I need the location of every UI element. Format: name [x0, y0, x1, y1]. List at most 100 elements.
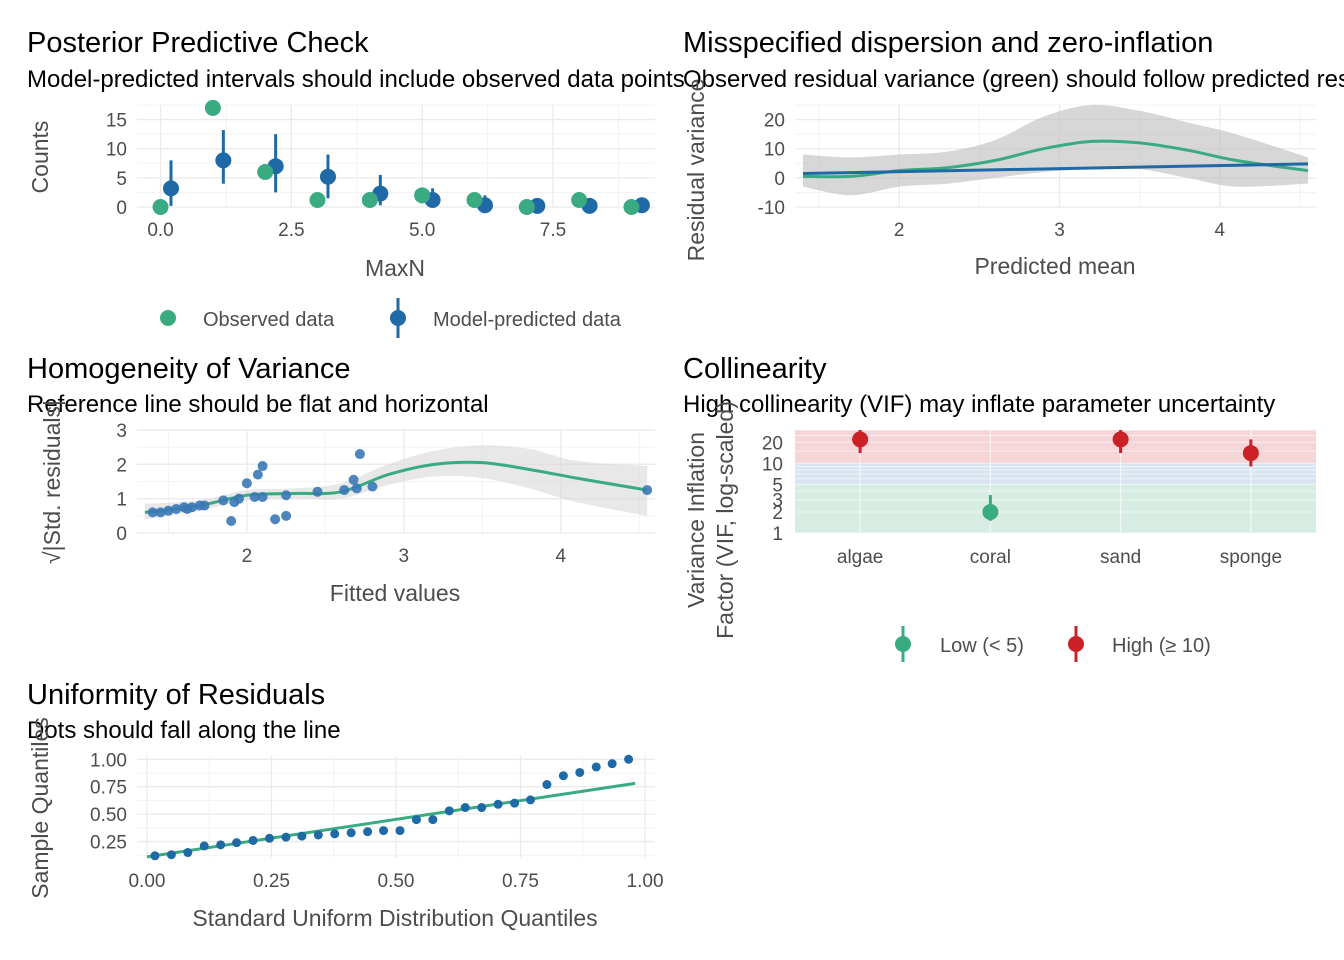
ppc-observed-point	[623, 199, 640, 215]
disp-title: Misspecified dispersion and zero-inflati…	[683, 27, 1213, 59]
disp-y-tick-label: 0	[774, 169, 785, 190]
qq-point	[346, 828, 356, 838]
ppc-y-tick-label: 0	[116, 198, 127, 219]
qq-point	[199, 841, 209, 851]
legend-key-predicted	[390, 310, 406, 326]
legend-label-high: High (≥ 10)	[1112, 635, 1211, 657]
qq-x-tick-label: 0.25	[253, 871, 290, 892]
qq-point	[264, 833, 274, 843]
ppc-observed-point	[466, 192, 483, 209]
homog-point	[155, 507, 166, 518]
vif-y-label-line2: Factor (VIF, log-scaled)	[712, 401, 738, 639]
qq-x-tick-label: 0.00	[128, 871, 165, 892]
qq-point	[216, 840, 226, 850]
legend-label-observed: Observed data	[203, 309, 335, 331]
homog-point	[226, 515, 237, 526]
vif-point	[982, 504, 999, 521]
vif-x-tick-label: sand	[1100, 547, 1141, 568]
qq-y-tick-label: 0.75	[90, 778, 127, 799]
homog-point	[199, 500, 210, 511]
vif-y-label-line1: Variance Inflation	[683, 432, 709, 608]
qq-point	[607, 759, 617, 769]
vif-x-tick-label: coral	[970, 547, 1011, 568]
qq-point	[379, 826, 389, 836]
qq-point	[493, 799, 503, 809]
vif-x-tick-label: algae	[837, 547, 884, 568]
vif-legend: Low (< 5) High (≥ 10)	[895, 626, 1211, 662]
qq-point	[363, 827, 373, 837]
homog-point	[312, 486, 323, 497]
legend-label-low: Low (< 5)	[940, 635, 1024, 657]
vif-y-tick-label: 3	[772, 491, 783, 512]
homog-point	[147, 507, 158, 518]
disp-confidence-band	[803, 104, 1308, 196]
ppc-x-tick-label: 5.0	[409, 220, 435, 241]
ppc-observed-point	[414, 187, 431, 204]
qq-x-label: Standard Uniform Distribution Quantiles	[192, 905, 597, 931]
qq-point	[150, 851, 160, 861]
ppc-title: Posterior Predictive Check	[27, 27, 369, 59]
homog-plot: 2 3 4 0 1 2 3	[116, 421, 655, 567]
ppc-predicted-point	[319, 168, 336, 185]
ppc-x-tick-label: 7.5	[540, 220, 566, 241]
homog-x-tick-label: 2	[242, 546, 253, 567]
homog-x-label: Fitted values	[330, 580, 460, 606]
qq-point	[525, 795, 535, 805]
homog-point	[257, 491, 268, 502]
disp-x-label: Predicted mean	[974, 253, 1135, 279]
homog-point	[241, 478, 252, 489]
vif-subtitle: High collinearity (VIF) may inflate para…	[683, 391, 1275, 418]
qq-subtitle: Dots should fall along the line	[27, 717, 341, 744]
ppc-y-label: Counts	[27, 121, 53, 194]
legend-key-observed	[160, 310, 176, 326]
homog-point	[270, 514, 281, 525]
vif-y-label: Variance Inflation Factor (VIF, log-scale…	[683, 401, 738, 639]
disp-subtitle: Observed residual variance (green) shoul…	[683, 66, 1344, 93]
homog-point	[163, 505, 174, 516]
ppc-observed-point	[518, 199, 535, 215]
qq-point	[297, 831, 307, 841]
qq-point	[395, 826, 405, 836]
vif-x-tick-label: sponge	[1220, 547, 1282, 568]
qq-y-tick-label: 1.00	[90, 750, 127, 771]
ppc-observed-point	[361, 192, 378, 209]
vif-point	[1112, 431, 1129, 448]
vif-band-low	[795, 484, 1316, 533]
ppc-observed-point	[257, 164, 274, 181]
ppc-predicted-point	[163, 180, 180, 197]
ppc-x-tick-label: 0.0	[147, 220, 173, 241]
qq-x-tick-label: 0.75	[502, 871, 539, 892]
ppc-x-tick-label: 2.5	[278, 220, 304, 241]
qq-point	[411, 815, 421, 825]
ppc-plot: 0.0 2.5 5.0 7.5 0 5 10 15	[106, 99, 655, 241]
qq-point	[477, 803, 487, 813]
ppc-subtitle: Model-predicted intervals should include…	[27, 66, 685, 93]
qq-point	[166, 850, 176, 860]
homog-point	[186, 502, 197, 513]
ppc-y-tick-label: 5	[116, 169, 127, 190]
homog-point	[249, 491, 260, 502]
disp-predicted-line	[802, 162, 1309, 175]
qq-point	[460, 803, 470, 813]
qq-point	[575, 767, 585, 777]
homog-subtitle: Reference line should be flat and horizo…	[27, 391, 489, 418]
vif-title: Collinearity	[683, 353, 827, 385]
disp-y-tick-label: -10	[758, 198, 785, 219]
ppc-observed-point	[309, 192, 326, 209]
qq-point	[248, 835, 258, 845]
ppc-observed-point	[571, 192, 588, 209]
qq-reference-line	[146, 781, 636, 859]
homog-x-tick-label: 3	[399, 546, 410, 567]
qq-point	[330, 829, 340, 839]
homog-point	[171, 503, 182, 514]
legend-key-low	[895, 636, 911, 652]
legend-label-predicted: Model-predicted data	[433, 309, 622, 331]
qq-point	[183, 848, 193, 858]
vif-y-tick-label: 2	[772, 503, 783, 524]
qq-x-tick-label: 0.50	[378, 871, 415, 892]
qq-point	[232, 838, 242, 848]
disp-y-tick-label: 10	[764, 140, 785, 161]
homog-y-tick-label: 2	[116, 455, 127, 476]
disp-x-tick-label: 2	[894, 220, 905, 241]
homog-point	[339, 485, 350, 496]
